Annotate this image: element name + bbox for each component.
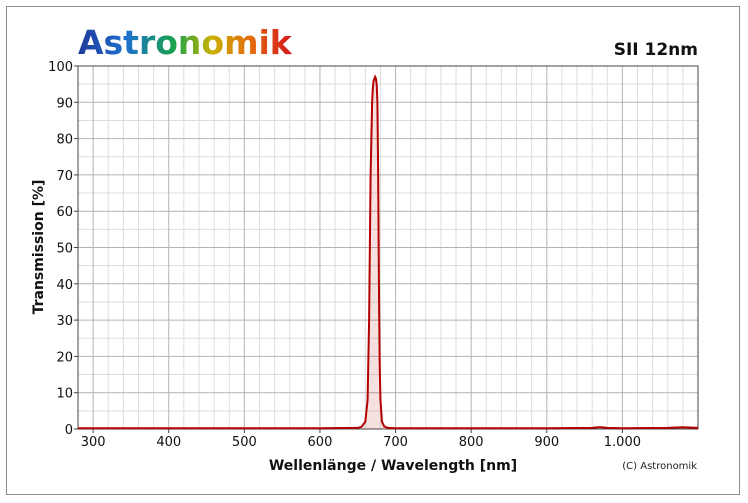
y-tick-label: 60 [56,205,73,220]
x-tick-label: 1.000 [604,435,641,450]
y-tick-label: 50 [56,242,73,257]
x-tick-label: 300 [81,435,106,450]
grid-major [78,66,698,429]
y-tick-label: 30 [56,314,73,329]
y-axis: 0 10 20 30 40 50 60 70 80 90 100 [48,60,78,438]
x-axis-title: Wellenlänge / Wavelength [nm] [269,458,517,474]
x-tick-label: 900 [534,435,559,450]
x-axis: 300 400 500 600 700 800 900 1.000 [81,429,641,450]
x-tick-label: 800 [459,435,484,450]
copyright-note: (C) Astronomik [622,461,697,472]
series-line [78,74,699,430]
x-tick-label: 600 [308,435,333,450]
y-axis-title: Transmission [%] [31,180,47,315]
y-tick-label: 80 [56,133,73,148]
x-tick-label: 500 [232,435,257,450]
y-tick-label: 20 [56,350,73,365]
x-tick-label: 400 [156,435,181,450]
y-tick-label: 90 [56,96,73,111]
series-fill [78,76,698,429]
y-tick-label: 100 [48,60,73,75]
brand-logo: Astronomik [78,23,293,62]
y-tick-label: 0 [65,423,73,438]
y-tick-label: 70 [56,169,73,184]
chart-title: SII 12nm [614,40,698,60]
y-tick-label: 10 [56,387,73,402]
y-tick-label: 40 [56,278,73,293]
x-tick-label: 700 [383,435,408,450]
